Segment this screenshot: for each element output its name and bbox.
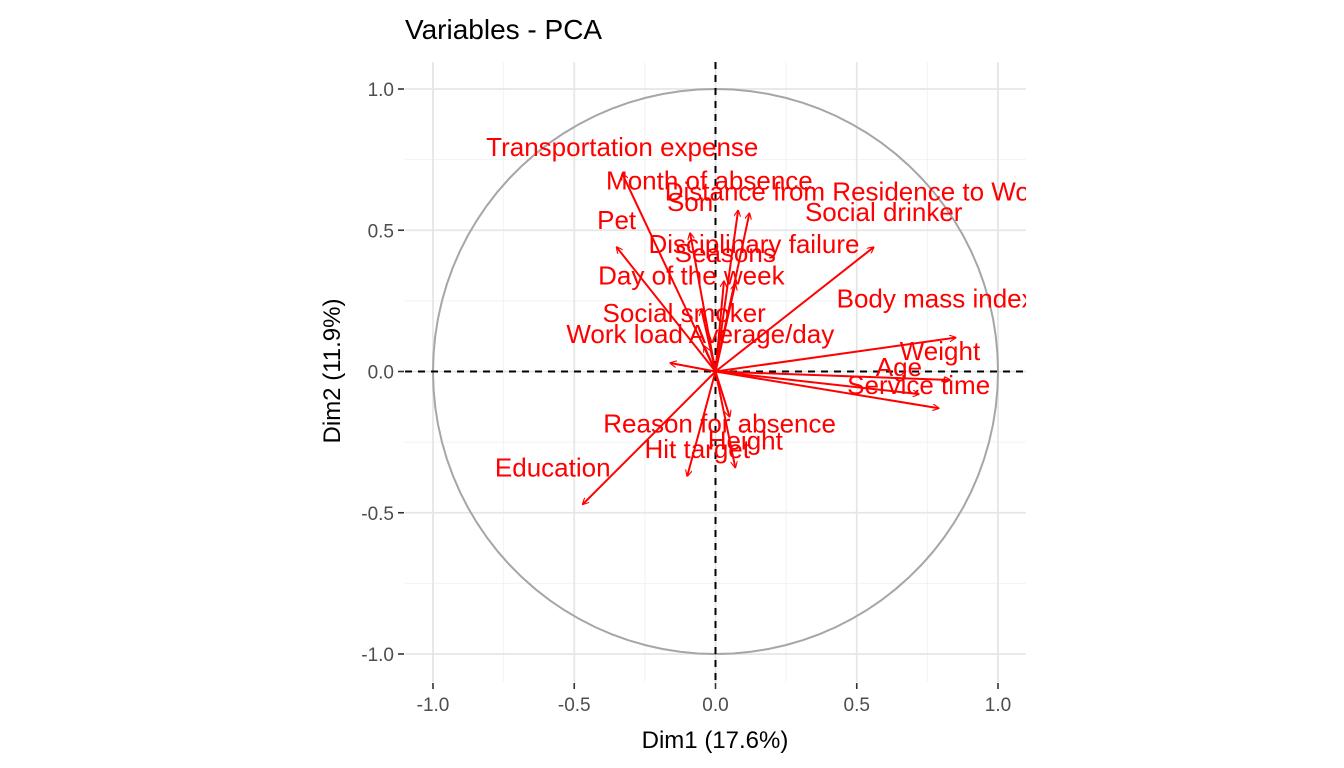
y-tick-label: -0.5 (361, 504, 394, 525)
variable-label: Social smoker (603, 298, 767, 328)
variable-arrow (670, 363, 716, 373)
variable-label: Disciplinary failure (648, 229, 859, 259)
variable-labels: Transportation expense Distance from Resi… (486, 132, 1053, 483)
variable-label: Body mass index (837, 284, 1035, 314)
x-tick-label: -1.0 (417, 695, 450, 716)
variable-label: Education (495, 452, 611, 482)
variable-label: Age (876, 352, 922, 382)
variable-label: Height (708, 426, 784, 456)
x-axis-ticks: -1.0 -0.5 0.0 0.5 1.0 (417, 683, 1011, 716)
y-axis-label: Dim2 (11.9%) (319, 299, 346, 444)
variable-arrow (715, 370, 950, 380)
variable-arrow (687, 371, 717, 477)
variable-label: Reason for absence (603, 409, 836, 439)
y-tick-label: 1.0 (368, 80, 394, 101)
variable-label: Son (667, 187, 713, 217)
variable-label: Pet (597, 205, 637, 235)
variable-arrow (714, 371, 736, 468)
x-tick-label: 0.5 (844, 695, 870, 716)
y-axis-ticks: 1.0 0.5 0.0 -0.5 -1.0 (361, 80, 404, 666)
x-axis-label: Dim1 (17.6%) (642, 727, 789, 754)
variable-arrow (714, 210, 739, 372)
y-tick-label: 0.5 (368, 221, 394, 242)
variable-label: Day of the week (598, 260, 785, 290)
variable-label: Weight (900, 336, 981, 366)
x-tick-label: 1.0 (985, 695, 1011, 716)
chart-title: Variables - PCA (405, 14, 602, 45)
variable-arrow (715, 370, 939, 409)
x-tick-label: 0.0 (702, 695, 728, 716)
variable-arrow (715, 370, 919, 395)
y-tick-label: -1.0 (361, 645, 394, 666)
x-tick-label: -0.5 (558, 695, 591, 716)
variable-arrow (704, 346, 717, 372)
variable-label: Seasons (675, 238, 776, 268)
variable-arrow (714, 281, 724, 372)
y-tick-label: 0.0 (368, 363, 394, 384)
variable-label: Social drinker (805, 197, 963, 227)
variable-label: Month of absence (606, 165, 813, 195)
variable-label: Distance from Residence to Work (665, 176, 1053, 206)
variable-label: Work load Average/day (566, 319, 834, 349)
variable-arrow (583, 370, 717, 505)
variable-label: Hit target (645, 434, 751, 464)
variable-arrow (617, 247, 717, 373)
variable-arrows (583, 174, 956, 505)
variable-arrow (715, 338, 956, 373)
variable-arrow (714, 284, 736, 372)
variable-label: Transportation expense (486, 132, 758, 162)
variable-label: Service time (847, 370, 990, 400)
variable-arrow (714, 247, 874, 373)
variable-arrow (701, 309, 717, 372)
variable-arrow (622, 174, 717, 372)
